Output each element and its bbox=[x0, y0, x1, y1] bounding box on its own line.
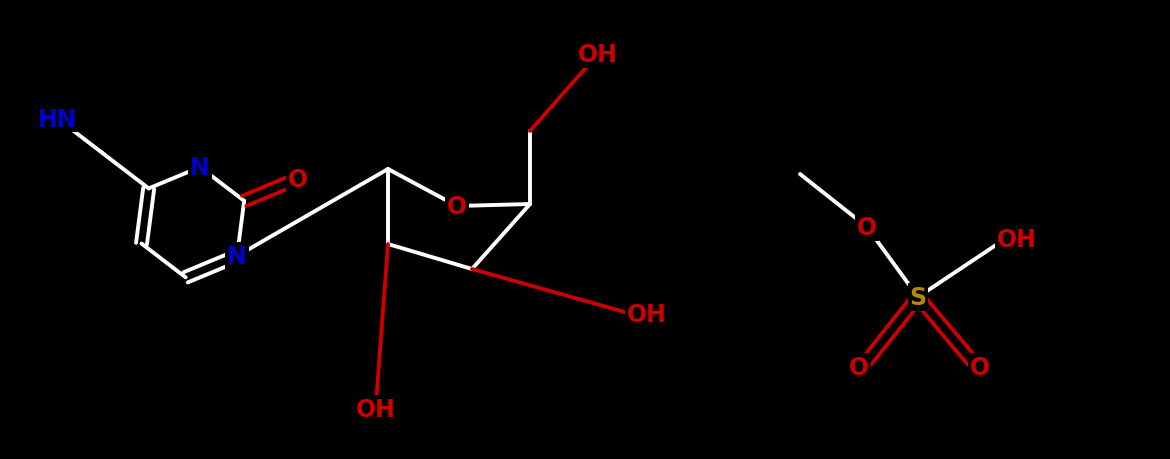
Text: O: O bbox=[856, 216, 878, 240]
Text: S: S bbox=[909, 285, 927, 309]
Text: N: N bbox=[191, 156, 209, 179]
Text: O: O bbox=[447, 195, 467, 218]
Text: OH: OH bbox=[997, 228, 1037, 252]
Text: O: O bbox=[849, 355, 869, 379]
Text: OH: OH bbox=[627, 302, 667, 326]
Text: OH: OH bbox=[578, 43, 618, 67]
Text: N: N bbox=[227, 245, 247, 269]
Text: O: O bbox=[288, 167, 308, 191]
Text: OH: OH bbox=[356, 397, 395, 421]
Text: HN: HN bbox=[37, 107, 77, 131]
Text: O: O bbox=[970, 355, 990, 379]
